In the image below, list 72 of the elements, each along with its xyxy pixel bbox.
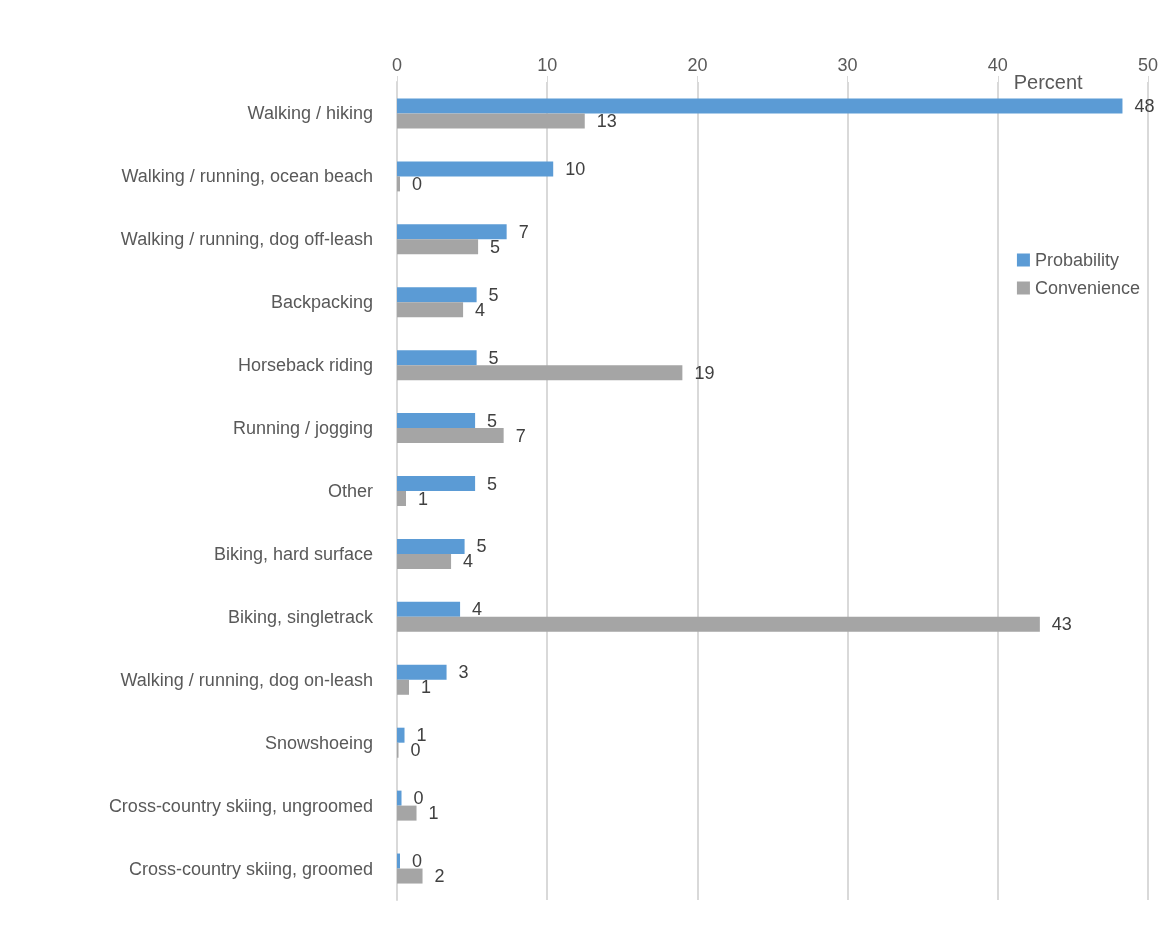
data-label: 4	[463, 551, 474, 572]
bar	[397, 224, 507, 240]
y-tick-label: Backpacking	[270, 292, 373, 313]
data-label: 43	[1051, 614, 1072, 635]
data-label: 1	[418, 488, 429, 509]
bar	[397, 287, 477, 303]
data-label: 13	[596, 110, 617, 131]
data-label: 5	[488, 284, 499, 305]
data-label: 5	[490, 236, 501, 257]
bar	[397, 790, 402, 806]
bar	[397, 113, 585, 129]
data-label: 0	[410, 740, 421, 761]
y-tick-label: Running / jogging	[232, 418, 373, 439]
y-tick-label: Walking / running, ocean beach	[121, 166, 373, 187]
bar	[397, 601, 461, 617]
bar	[397, 868, 423, 884]
data-label: 7	[518, 221, 529, 242]
bar	[397, 302, 464, 318]
x-tick-label: 30	[837, 55, 858, 75]
bar	[397, 664, 447, 680]
bar	[397, 476, 476, 491]
y-tick-label: Horseback riding	[237, 355, 373, 376]
bar	[397, 491, 407, 506]
y-tick-label: Cross-country skiing, ungroomed	[108, 795, 373, 816]
x-tick-label: 20	[687, 55, 708, 75]
data-label: 3	[458, 662, 469, 683]
data-label: 5	[488, 347, 499, 368]
data-label: 19	[694, 362, 715, 383]
y-tick-label: Walking / running, dog off-leash	[120, 229, 373, 250]
bar	[397, 239, 479, 255]
x-tick-label: 50	[1137, 55, 1159, 75]
data-label: 5	[487, 410, 498, 431]
x-tick-label: 10	[537, 55, 558, 75]
y-tick-label: Walking / running, dog on-leash	[120, 669, 373, 690]
bar	[397, 413, 476, 429]
bar	[397, 805, 417, 821]
data-label: 1	[421, 677, 432, 698]
data-label: 48	[1134, 95, 1155, 116]
data-label: 10	[565, 158, 586, 179]
legend-label: Convenience	[1034, 278, 1140, 298]
bar	[397, 98, 1123, 114]
bar	[397, 538, 465, 554]
bar	[397, 616, 1040, 632]
bar	[397, 428, 504, 444]
data-label: 0	[413, 788, 424, 809]
bar	[397, 176, 400, 192]
y-tick-label: Biking, singletrack	[227, 606, 374, 627]
bar	[397, 365, 683, 381]
y-tick-label: Cross-country skiing, groomed	[128, 858, 373, 879]
bar	[397, 553, 452, 569]
data-label: 4	[475, 299, 486, 320]
bar	[397, 161, 554, 177]
bar	[397, 350, 477, 366]
data-label: 5	[487, 473, 498, 494]
bar	[397, 853, 400, 869]
data-label: 4	[472, 599, 483, 620]
y-tick-label: Biking, hard surface	[213, 543, 373, 564]
data-label: 0	[412, 173, 423, 194]
y-tick-label: Other	[327, 481, 373, 501]
x-tick-label: 0	[391, 55, 403, 75]
bar	[397, 679, 410, 695]
bar	[397, 727, 405, 743]
x-tick-label: 40	[987, 55, 1008, 75]
data-label: 1	[428, 803, 439, 824]
x-axis-title: Percent	[1013, 71, 1084, 93]
y-tick-label: Snowshoeing	[264, 732, 373, 753]
data-label: 7	[515, 425, 526, 446]
legend-label: Probability	[1034, 250, 1119, 270]
y-tick-label: Walking / hiking	[247, 103, 373, 124]
data-label: 0	[412, 851, 423, 872]
data-label: 5	[476, 536, 487, 557]
data-label: 2	[434, 866, 445, 887]
